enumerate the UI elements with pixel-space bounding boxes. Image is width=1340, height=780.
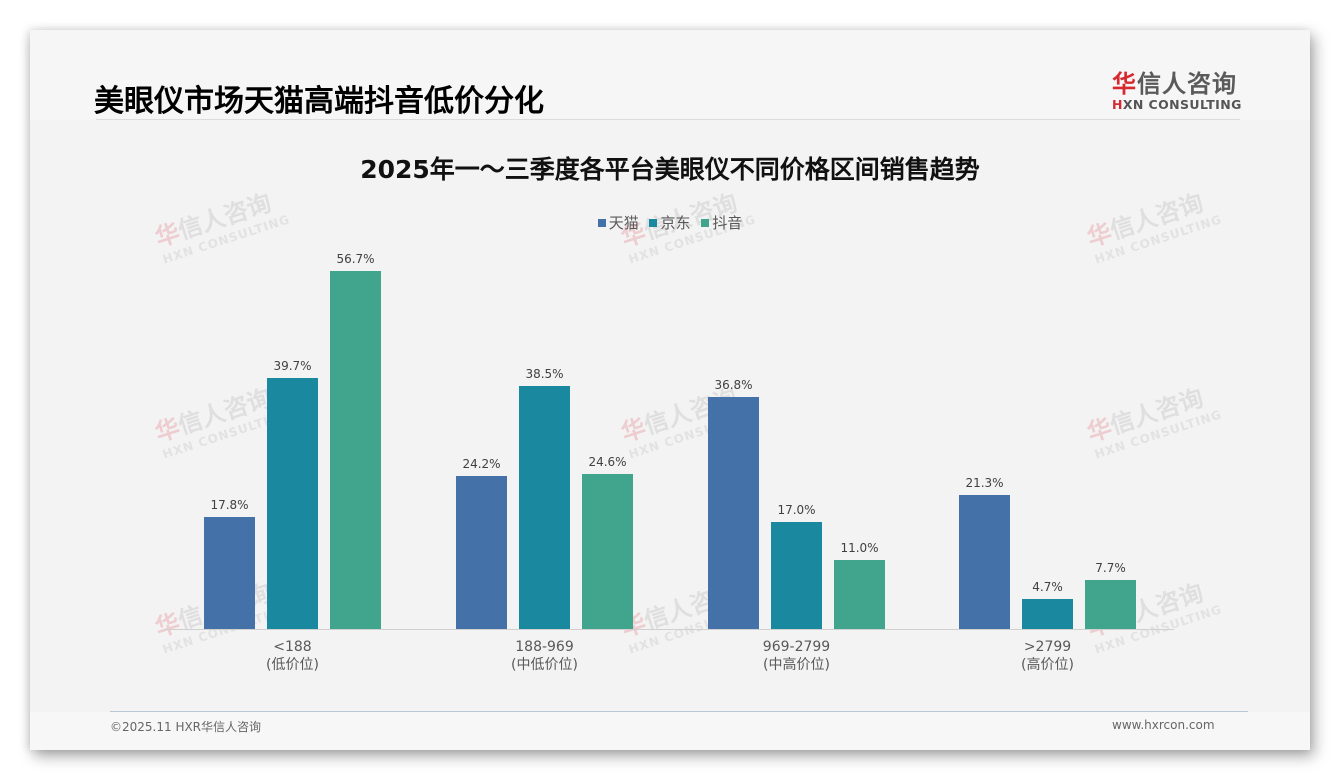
category-tier: (低价位) [266, 657, 319, 673]
logo-cn-rest: 信人咨询 [1137, 70, 1237, 98]
legend-label-jd: 京东 [660, 214, 691, 232]
x-axis-category-label: <188 (低价位) [193, 638, 393, 674]
chart-title: 2025年一～三季度各平台美眼仪不同价格区间销售趋势 [360, 155, 980, 184]
category-tier: (中低价位) [511, 657, 578, 673]
data-label: 21.3% [965, 476, 1004, 490]
data-label: 24.2% [462, 457, 501, 471]
x-axis-category-label: >2799 (高价位) [948, 638, 1148, 674]
bar-jd-2 [771, 522, 822, 629]
bar-tmall-1 [456, 476, 507, 629]
x-axis-line [166, 629, 1174, 630]
page-title: 美眼仪市场天猫高端抖音低价分化 [94, 84, 544, 119]
logo-en-accent: H [1112, 97, 1123, 112]
legend-swatch-douyin [701, 219, 710, 227]
legend-label-douyin: 抖音 [712, 214, 743, 232]
chart-legend: 天猫 京东 抖音 [30, 212, 1310, 233]
data-label: 7.7% [1095, 561, 1126, 575]
header-band [30, 30, 1310, 120]
category-range: >2799 [1023, 639, 1072, 655]
bar-chart-plot: 17.8% 39.7% 56.7% <188 (低价位) 24.2% 38.5% 24.6% 1… [30, 30, 1310, 750]
data-label: 38.5% [525, 367, 564, 381]
bar-douyin-0 [330, 271, 381, 629]
bar-tmall-0 [204, 517, 255, 629]
data-label: 11.0% [840, 541, 879, 555]
legend-swatch-jd [649, 219, 658, 227]
company-logo: 华信人咨询 HXN CONSULTING [1112, 64, 1242, 112]
footer-website: www.hxrcon.com [1112, 718, 1215, 732]
legend-item-douyin: 抖音 [701, 212, 742, 233]
category-tier: (中高价位) [763, 657, 830, 673]
x-axis-category-label: 188-969 (中低价位) [445, 638, 645, 674]
logo-en-rest: XN CONSULTING [1122, 97, 1242, 112]
bar-douyin-2 [834, 560, 885, 629]
data-label: 24.6% [588, 455, 627, 469]
bar-tmall-2 [708, 397, 759, 629]
category-tier: (高价位) [1021, 657, 1074, 673]
footer-band [30, 712, 1310, 750]
bar-jd-0 [267, 378, 318, 629]
data-label: 39.7% [273, 359, 312, 373]
footer-copyright: ©2025.11 HXR华信人咨询 [110, 720, 262, 734]
bar-jd-1 [519, 386, 570, 629]
data-label: 56.7% [336, 252, 375, 266]
logo-cn-text: 华信人咨询 [1112, 64, 1242, 99]
bar-tmall-3 [959, 495, 1010, 629]
category-range: <188 [273, 639, 312, 655]
legend-item-jd: 京东 [649, 212, 691, 233]
category-range: 969-2799 [762, 639, 831, 655]
legend-label-tmall: 天猫 [608, 214, 639, 232]
bar-douyin-3 [1085, 580, 1136, 629]
bar-douyin-1 [582, 474, 633, 629]
data-label: 4.7% [1032, 580, 1063, 594]
category-range: 188-969 [515, 639, 574, 655]
x-axis-category-label: 969-2799 (中高价位) [697, 638, 897, 674]
bar-jd-3 [1022, 599, 1073, 629]
slide: 美眼仪市场天猫高端抖音低价分化 华信人咨询 HXN CONSULTING 华信人… [30, 30, 1310, 750]
legend-item-tmall: 天猫 [597, 212, 639, 233]
data-label: 36.8% [714, 378, 753, 392]
logo-cn-accent: 华 [1112, 70, 1137, 98]
legend-swatch-tmall [597, 219, 606, 227]
header-divider [96, 119, 1240, 120]
logo-en-text: HXN CONSULTING [1112, 97, 1242, 112]
data-label: 17.0% [777, 503, 816, 517]
data-label: 17.8% [210, 498, 249, 512]
footer-divider [110, 711, 1248, 712]
